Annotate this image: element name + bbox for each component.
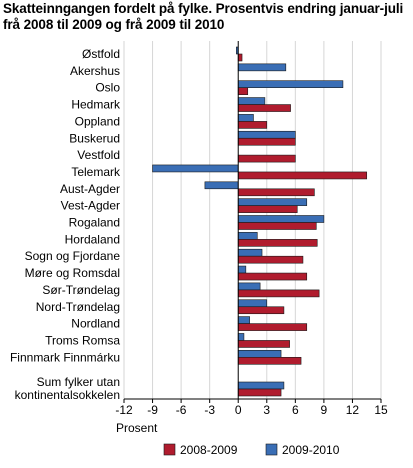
bar (237, 282, 261, 291)
x-tick-label: 9 (321, 403, 328, 417)
bar (237, 104, 291, 112)
x-tick-label: -12 (115, 403, 133, 417)
bar (237, 80, 344, 88)
bar (237, 171, 368, 180)
bar (237, 316, 250, 324)
x-tick-label: -9 (147, 403, 158, 417)
category-label: Sør-Trøndelag (42, 283, 120, 297)
x-axis-label: Prosent (116, 421, 158, 435)
x-tick-label: 12 (346, 403, 360, 417)
chart-title: Skatteinngangen fordelt på fylke. Prosen… (3, 1, 411, 33)
x-tick-label: 3 (263, 403, 270, 417)
category-label: Møre og Romsdal (25, 266, 120, 280)
category-label: Nordland (71, 317, 120, 331)
category-labels: Østfold Akershus Oslo Hedmark Oppland Buskeru… (10, 47, 121, 402)
bar (237, 272, 308, 281)
category-label: Aust-Agder (60, 182, 120, 196)
category-label: Akershus (70, 64, 120, 78)
bar (237, 97, 266, 105)
bar (237, 381, 285, 390)
category-label: Hordaland (65, 232, 120, 246)
bar (237, 289, 320, 298)
x-tick-label: 0 (235, 403, 242, 417)
bar (237, 255, 304, 264)
category-label: Østfold (82, 47, 120, 61)
x-tick-label: -6 (176, 403, 187, 417)
bar (237, 333, 245, 341)
legend-label: 2009-2010 (282, 443, 340, 457)
category-label: Sum fylker utan (37, 375, 120, 389)
bar (237, 215, 325, 223)
category-label: Troms Romsa (45, 333, 120, 347)
bar (152, 164, 239, 173)
bar (237, 248, 263, 257)
bar (237, 340, 290, 348)
bar (237, 154, 296, 163)
category-label: Sogn og Fjordane (25, 249, 121, 263)
category-label: Oppland (75, 114, 120, 128)
bar (237, 205, 298, 213)
bar (237, 53, 243, 62)
bar (237, 349, 282, 358)
category-label: Nord-Trøndelag (36, 300, 120, 314)
bar (237, 299, 268, 308)
category-label: Telemark (71, 165, 121, 179)
category-label: kontinentalsokkelen (15, 388, 120, 402)
category-label: Hedmark (71, 98, 121, 112)
chart-title-line-1: Skatteinngangen fordelt på fylke. Prosen… (3, 1, 404, 16)
bar (237, 198, 308, 206)
bar (237, 87, 249, 95)
bar (237, 130, 296, 139)
bar (237, 188, 315, 197)
bar (237, 356, 302, 365)
bars (152, 46, 368, 397)
category-label: Finnmark Finnmárku (10, 350, 120, 364)
bar (237, 222, 317, 230)
category-label: Rogaland (69, 216, 120, 230)
chart-title-line-2: frå 2008 til 2009 og frå 2009 til 2010 (3, 17, 225, 32)
x-tick-label: -3 (204, 403, 215, 417)
bar (237, 114, 254, 122)
legend-swatch (163, 443, 176, 456)
bar (237, 323, 308, 331)
bar (237, 121, 268, 129)
bar (204, 181, 239, 190)
category-label: Vestfold (77, 148, 120, 162)
legend: 2008-2009 2009-2010 (163, 443, 340, 457)
category-label: Buskerud (69, 131, 120, 145)
bar (237, 306, 285, 315)
bar (237, 388, 282, 397)
bar (237, 232, 258, 240)
legend-label: 2008-2009 (180, 443, 238, 457)
x-tick-label: 6 (292, 403, 299, 417)
x-tick-label: 15 (374, 403, 388, 417)
legend-swatch (265, 443, 278, 456)
bar (237, 137, 296, 146)
bar (237, 239, 318, 247)
category-label: Oslo (95, 81, 120, 95)
axes: -12 -9 -6 -3 0 3 6 9 12 15 Prosent (115, 41, 388, 435)
category-label: Vest-Agder (61, 199, 120, 213)
bar (237, 265, 247, 274)
bar (237, 63, 287, 72)
